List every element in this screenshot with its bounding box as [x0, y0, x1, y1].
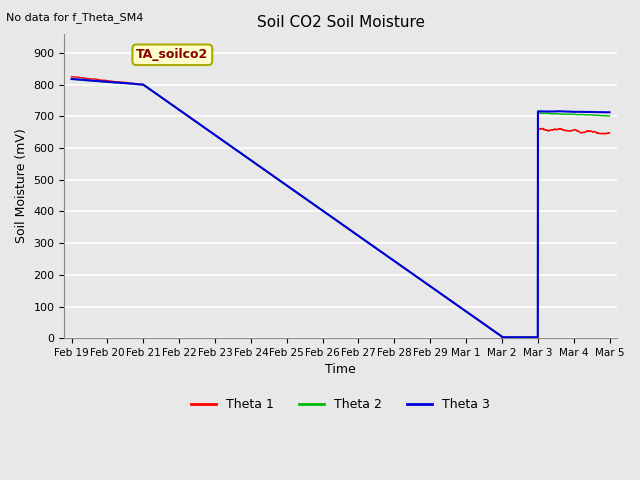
- Text: No data for f_Theta_SM4: No data for f_Theta_SM4: [6, 12, 144, 23]
- Legend: Theta 1, Theta 2, Theta 3: Theta 1, Theta 2, Theta 3: [186, 393, 495, 416]
- Y-axis label: Soil Moisture (mV): Soil Moisture (mV): [15, 129, 28, 243]
- X-axis label: Time: Time: [325, 363, 356, 376]
- Text: TA_soilco2: TA_soilco2: [136, 48, 209, 61]
- Title: Soil CO2 Soil Moisture: Soil CO2 Soil Moisture: [257, 15, 424, 30]
